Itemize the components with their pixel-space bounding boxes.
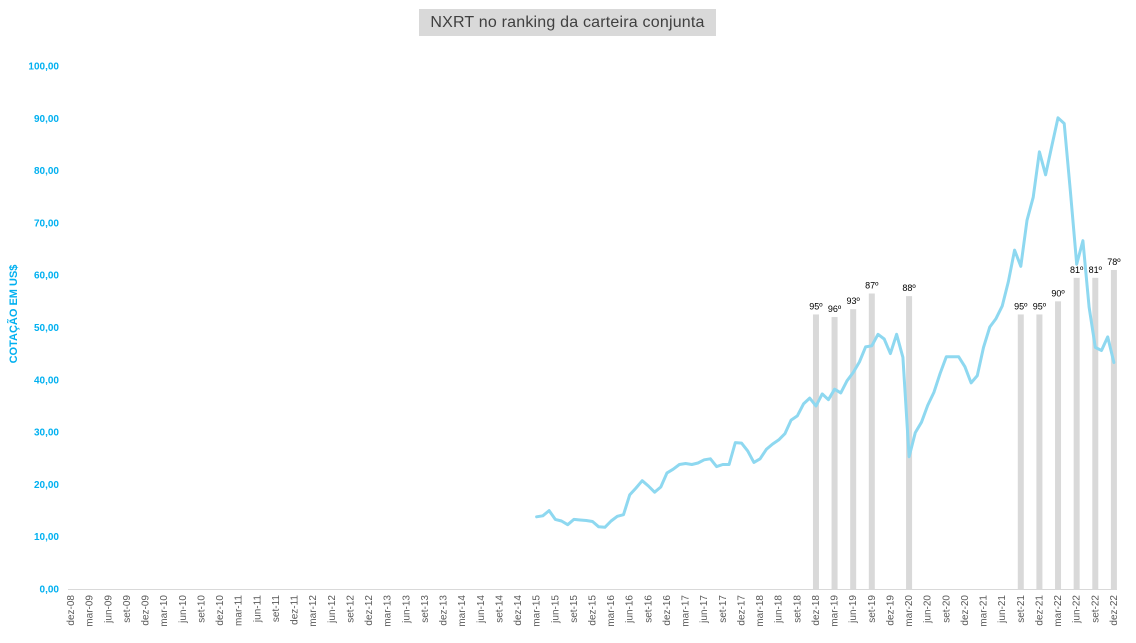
x-tick-label: set-17 <box>718 595 729 623</box>
x-tick-label: mar-10 <box>159 595 170 627</box>
y-tick-label: 10,00 <box>34 532 59 543</box>
x-tick-label: jun-18 <box>774 595 785 624</box>
ranking-bar <box>831 317 838 589</box>
ranking-bar-label: 93º <box>847 296 861 306</box>
y-tick-label: 0,00 <box>40 585 60 596</box>
x-tick-label: mar-21 <box>979 595 990 627</box>
x-tick-label: jun-14 <box>476 595 487 624</box>
x-tick-label: mar-09 <box>85 595 96 627</box>
x-tick-label: mar-18 <box>755 595 766 627</box>
ranking-bar-label: 78º <box>1107 257 1121 267</box>
x-tick-label: dez-19 <box>885 595 896 626</box>
x-tick-label: set-21 <box>1016 595 1027 623</box>
x-tick-label: jun-16 <box>625 595 636 624</box>
y-tick-label: 90,00 <box>34 114 59 125</box>
x-tick-label: mar-12 <box>308 595 319 627</box>
ranking-bar-label: 95º <box>809 301 823 311</box>
x-tick-label: mar-14 <box>457 595 468 627</box>
ranking-bar-label: 95º <box>1014 301 1028 311</box>
y-tick-label: 40,00 <box>34 375 59 386</box>
x-tick-label: dez-09 <box>141 595 152 626</box>
x-tick-label: dez-14 <box>513 595 524 626</box>
x-tick-label: mar-22 <box>1053 595 1064 627</box>
chart-title-box: NXRT no ranking da carteira conjunta <box>419 9 716 36</box>
ranking-bar <box>1017 314 1024 589</box>
x-tick-label: jun-09 <box>103 595 114 624</box>
y-tick-label: 20,00 <box>34 480 59 491</box>
x-tick-label: dez-12 <box>364 595 375 626</box>
x-tick-label: mar-19 <box>830 595 841 627</box>
x-tick-label: mar-13 <box>383 595 394 627</box>
x-tick-label: jun-12 <box>327 595 338 624</box>
x-tick-label: jun-19 <box>848 595 859 624</box>
ranking-bar <box>1110 269 1117 589</box>
x-tick-label: mar-15 <box>532 595 543 627</box>
x-tick-label: dez-11 <box>290 595 301 625</box>
x-tick-label: set-10 <box>196 595 207 623</box>
x-tick-label: jun-11 <box>252 595 263 623</box>
x-tick-label: mar-16 <box>606 595 617 627</box>
x-tick-label: set-11 <box>271 595 282 622</box>
x-tick-label: jun-13 <box>401 595 412 624</box>
y-tick-label: 80,00 <box>34 166 59 177</box>
x-tick-label: dez-18 <box>811 595 822 626</box>
x-tick-label: jun-10 <box>178 595 189 624</box>
x-tick-label: mar-11 <box>234 595 245 626</box>
ranking-bar-label: 81º <box>1089 265 1103 275</box>
x-tick-label: set-12 <box>345 595 356 623</box>
x-tick-label: mar-17 <box>681 595 692 627</box>
x-tick-label: dez-08 <box>66 595 77 626</box>
x-tick-label: dez-13 <box>439 595 450 626</box>
x-tick-label: jun-22 <box>1072 595 1083 624</box>
ranking-bar <box>850 309 857 589</box>
x-tick-label: mar-20 <box>904 595 915 627</box>
x-tick-label: dez-15 <box>588 595 599 626</box>
x-tick-label: set-20 <box>941 595 952 623</box>
x-tick-label: set-18 <box>792 595 803 623</box>
x-tick-label: jun-21 <box>997 595 1008 624</box>
ranking-bar-label: 95º <box>1033 301 1047 311</box>
x-tick-label: set-09 <box>122 595 133 623</box>
ranking-bar-label: 81º <box>1070 265 1084 275</box>
y-tick-label: 50,00 <box>34 323 59 334</box>
x-tick-label: jun-20 <box>923 595 934 624</box>
price-line-series <box>535 116 1116 529</box>
chart-title: NXRT no ranking da carteira conjunta <box>430 13 705 31</box>
x-tick-label: jun-17 <box>699 595 710 624</box>
x-tick-label: set-16 <box>643 595 654 623</box>
ranking-bar-label: 90º <box>1051 288 1065 298</box>
x-tick-label: dez-10 <box>215 595 226 626</box>
x-tick-label: dez-16 <box>662 595 673 626</box>
x-tick-label: dez-20 <box>960 595 971 626</box>
x-tick-label: dez-22 <box>1109 595 1120 626</box>
ranking-bar-label: 96º <box>828 304 842 314</box>
y-tick-label: 30,00 <box>34 428 59 439</box>
y-tick-label: 100,00 <box>28 62 59 73</box>
x-tick-label: set-15 <box>569 595 580 623</box>
ranking-bar-label: 87º <box>865 281 879 291</box>
x-tick-label: dez-17 <box>736 595 747 626</box>
ranking-bar <box>868 293 875 589</box>
x-tick-label: jun-15 <box>550 595 561 624</box>
ranking-bar <box>1092 277 1099 589</box>
x-tick-label: set-13 <box>420 595 431 623</box>
y-tick-label: 60,00 <box>34 271 59 282</box>
x-tick-label: set-19 <box>867 595 878 623</box>
ranking-bar-label: 88º <box>902 283 916 293</box>
y-tick-label: 70,00 <box>34 218 59 229</box>
ranking-bar <box>1073 277 1080 589</box>
ranking-bar <box>812 314 819 589</box>
ranking-bar <box>1036 314 1043 589</box>
ranking-bar <box>1055 301 1062 589</box>
x-tick-label: set-22 <box>1090 595 1101 623</box>
x-tick-label: set-14 <box>494 595 505 623</box>
x-tick-label: dez-21 <box>1034 595 1045 626</box>
